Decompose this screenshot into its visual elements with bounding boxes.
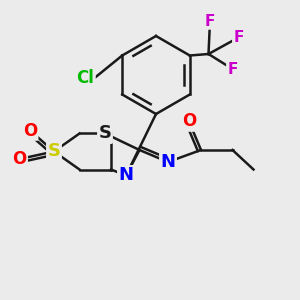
- Text: F: F: [205, 14, 215, 28]
- Text: O: O: [182, 112, 196, 130]
- Text: O: O: [23, 122, 37, 140]
- Text: O: O: [12, 150, 27, 168]
- Text: S: S: [98, 124, 112, 142]
- Text: Cl: Cl: [76, 69, 94, 87]
- Text: N: N: [160, 153, 175, 171]
- Text: F: F: [233, 30, 244, 45]
- Text: F: F: [227, 61, 238, 76]
- Text: N: N: [118, 167, 134, 184]
- Text: S: S: [47, 142, 61, 160]
